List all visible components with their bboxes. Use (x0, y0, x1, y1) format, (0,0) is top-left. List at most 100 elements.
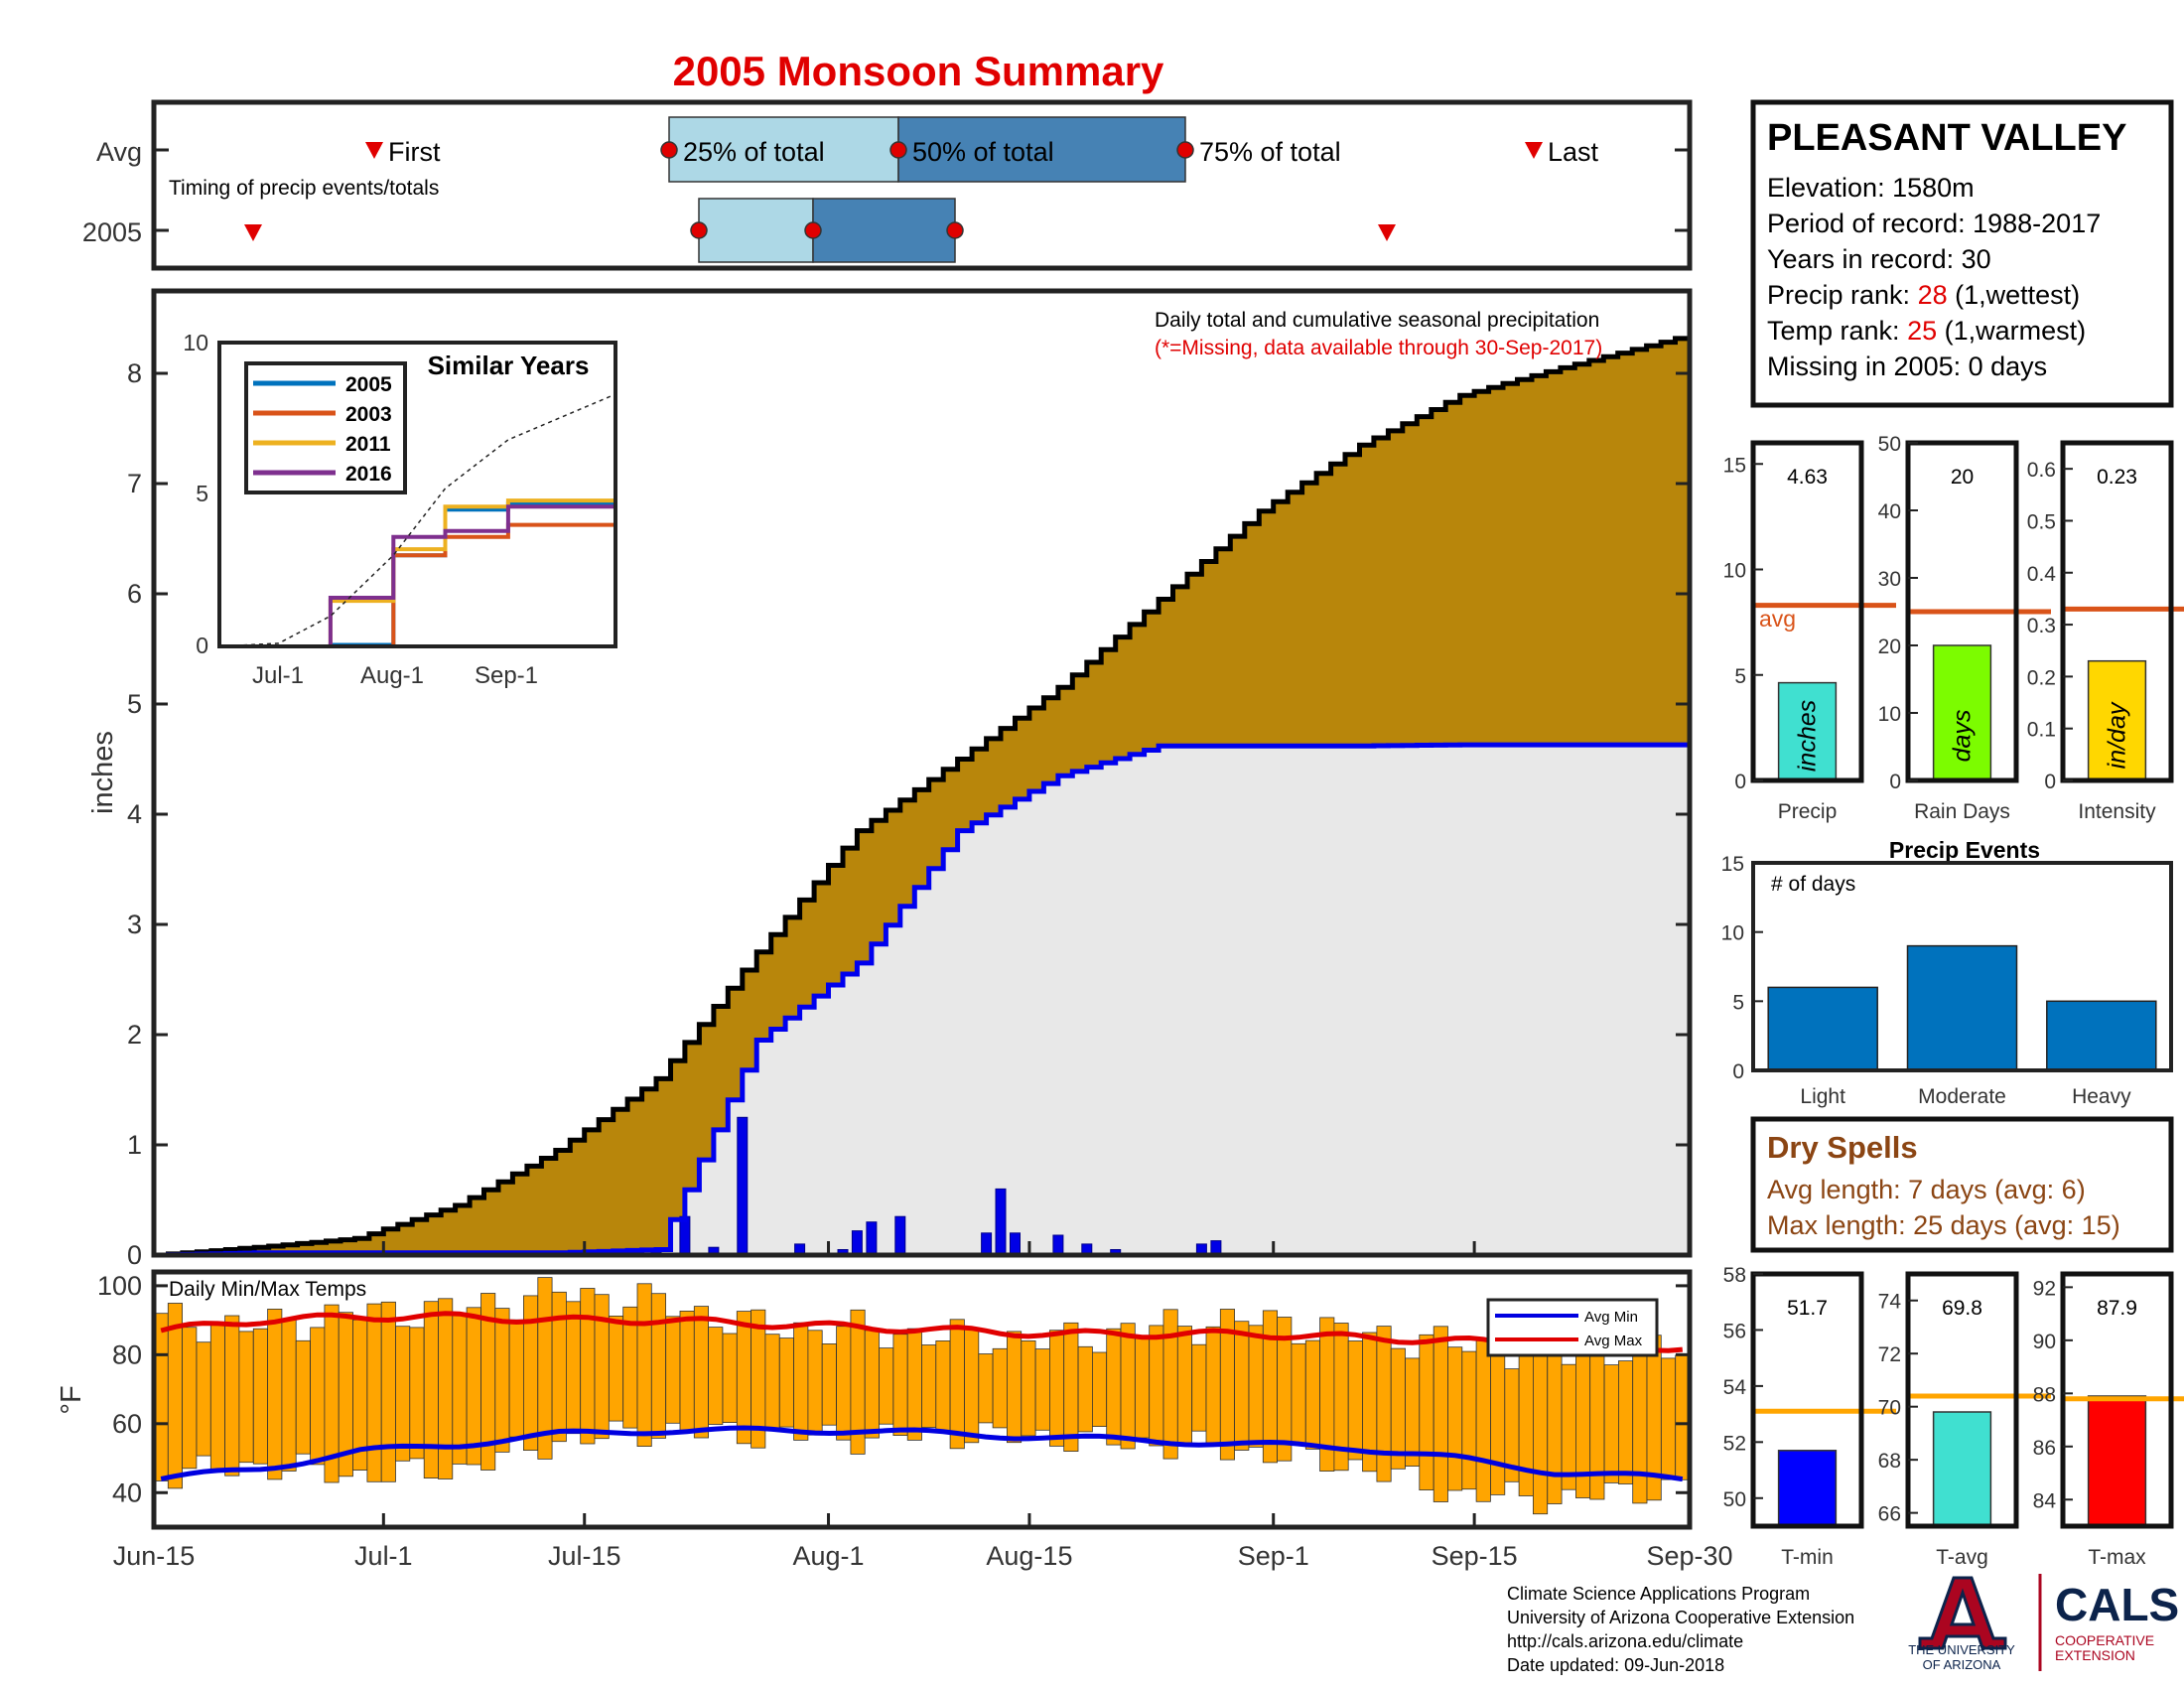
daily-temp-bar-5 (224, 1315, 240, 1477)
daily-precip-bar-1 (679, 1215, 691, 1256)
stat-frame-1 (1905, 440, 2019, 783)
pct50-label: 50% of total (912, 137, 1054, 167)
tempstat-bar-1 (1932, 1411, 1992, 1527)
daily-temp-bar-1 (167, 1303, 184, 1489)
main-ytick-label-5: 5 (127, 689, 142, 719)
daily-temp-bar-80 (1291, 1342, 1306, 1444)
stat-ticklabel-2-4: 0.4 (2027, 563, 2057, 586)
daily-temp-bar-45 (793, 1322, 809, 1441)
daily-temp-bar-96 (1518, 1353, 1534, 1496)
daily-temp-bar-20 (438, 1298, 454, 1479)
university-of-arizona-logo: THE UNIVERSITY OF ARIZONA (1908, 1576, 2015, 1672)
inset-frame (217, 341, 617, 648)
tempstat-ticklabel-0-0: 50 (1723, 1488, 1746, 1511)
event-bar-1 (1906, 944, 2018, 1071)
daily-precip-bar-6 (851, 1230, 863, 1256)
inset-xtick-aug: Aug-1 (360, 662, 424, 689)
tempstat-value-1: 69.8 (1942, 1297, 1982, 1320)
stat-panel-0: inches 0 5 10 15 4.63 Precip (1723, 440, 1896, 823)
daily-precip-bar-11 (1010, 1232, 1021, 1256)
dry-spells-title: Dry Spells (1767, 1130, 1918, 1165)
block-a-icon (1918, 1576, 2007, 1650)
daily-temp-bar-47 (821, 1343, 837, 1426)
stat-ticklabel-0-2: 10 (1723, 560, 1746, 583)
main-ytick-label-7: 7 (127, 469, 142, 498)
stat-ticklabel-2-3: 0.3 (2027, 615, 2056, 637)
daily-temp-bar-94 (1490, 1349, 1506, 1495)
tempstat-panel-1: 66 68 70 72 74 69.8 T-avg (1878, 1271, 2051, 1569)
stat-panel-1: days 0 10 20 30 40 50 20 Rain Days (1878, 433, 2051, 823)
event-bar-0 (1767, 986, 1878, 1071)
daily-temp-bar-90 (1433, 1326, 1448, 1502)
stat-value-0: 4.63 (1787, 466, 1828, 489)
station-name: PLEASANT VALLEY (1767, 117, 2126, 159)
daily-temp-bar-40 (722, 1333, 738, 1423)
daily-precip-bar-9 (981, 1232, 993, 1256)
temps-label: Daily Min/Max Temps (169, 1278, 366, 1301)
stat-inner-0: inches (1794, 700, 1822, 772)
tempstat-bar-2 (2087, 1395, 2147, 1527)
tempstat-frame-1 (1905, 1271, 2019, 1529)
stat-xlabel-1: Rain Days (1914, 800, 2010, 823)
last-label: Last (1548, 137, 1599, 167)
main-ylabel: inches (87, 731, 119, 814)
tempstat-frame-0 (1750, 1271, 1864, 1529)
daily-temp-bar-57 (964, 1328, 980, 1444)
tempstat-ticklabel-1-0: 66 (1878, 1503, 1901, 1526)
avg-last-marker (1525, 142, 1543, 159)
daily-temp-bar-62 (1034, 1348, 1050, 1431)
tempstat-xlabel-0: T-min (1781, 1546, 1834, 1569)
stat-ticklabel-1-5: 50 (1878, 433, 1901, 456)
temps-ytick-label-0: 40 (112, 1477, 142, 1507)
avg-first-marker (365, 142, 383, 159)
tempstat-ticklabel-2-2: 88 (2033, 1383, 2056, 1406)
daily-temp-bar-91 (1447, 1346, 1463, 1491)
stat-ticklabel-1-2: 20 (1878, 635, 1901, 658)
tempstat-panel-0: 50 52 54 56 58 51.7 T-min (1723, 1264, 1896, 1569)
precip-events-title: Precip Events (1889, 837, 2040, 863)
stat-ticklabel-0-3: 15 (1723, 454, 1746, 477)
footer-line-3: http://cals.arizona.edu/climate (1507, 1631, 1743, 1651)
timing-row-avg: Avg (96, 137, 142, 167)
temps-ytick-label-3: 100 (97, 1271, 142, 1301)
tempstat-bar-0 (1777, 1450, 1838, 1527)
daily-temp-bar-55 (935, 1340, 951, 1432)
event-category-1: Moderate (1918, 1085, 2006, 1108)
daily-precip-bar-12 (1052, 1234, 1064, 1256)
daily-temp-bar-67 (1106, 1328, 1122, 1446)
daily-temp-bar-60 (1007, 1331, 1023, 1444)
timing-row-year: 2005 (82, 217, 142, 247)
station-period: Period of record: 1988-2017 (1767, 209, 2101, 238)
daily-temp-bar-7 (252, 1328, 269, 1465)
daily-temp-bar-32 (609, 1316, 624, 1422)
event-ytick-label-1: 5 (1732, 991, 1744, 1014)
year-p75-dot (946, 221, 964, 239)
avg-max-line (160, 1311, 1684, 1353)
stat-bar-2 (2087, 659, 2147, 781)
daily-temp-bar-99 (1561, 1363, 1576, 1490)
daily-temp-bar-86 (1376, 1326, 1392, 1482)
daily-temp-bar-43 (764, 1334, 780, 1430)
year-first-marker (244, 224, 262, 241)
tempstat-value-2: 87.9 (2097, 1297, 2137, 1320)
footer-line-1: Climate Science Applications Program (1507, 1584, 1810, 1604)
daily-temp-bar-73 (1191, 1343, 1207, 1432)
x-axis-labels: Jun-15 Jul-1 Jul-15 Aug-1 Aug-15 Sep-1 Sep-15 S… (113, 1241, 1733, 1571)
daily-temp-bar-89 (1419, 1334, 1434, 1491)
legend-2003: 2003 (345, 403, 392, 426)
daily-temp-bar-81 (1304, 1339, 1321, 1450)
daily-precip-bar-3 (737, 1116, 749, 1256)
daily-temp-bar-63 (1049, 1330, 1065, 1447)
daily-temp-bar-17 (395, 1326, 411, 1462)
stat-frame-2 (2060, 440, 2174, 783)
legend-avg-min: Avg Min (1584, 1309, 1638, 1326)
daily-temp-bar-74 (1205, 1326, 1221, 1447)
year-50-75-box (812, 198, 956, 263)
daily-precip-bar-7 (866, 1221, 878, 1256)
daily-temp-bar-106 (1661, 1357, 1677, 1480)
daily-temp-bar-35 (650, 1293, 666, 1439)
daily-temp-bar-56 (949, 1319, 965, 1450)
daily-temp-bar-51 (879, 1347, 894, 1425)
year-cumulative-area (154, 745, 1690, 1255)
tempstat-ticklabel-0-2: 54 (1723, 1376, 1747, 1399)
